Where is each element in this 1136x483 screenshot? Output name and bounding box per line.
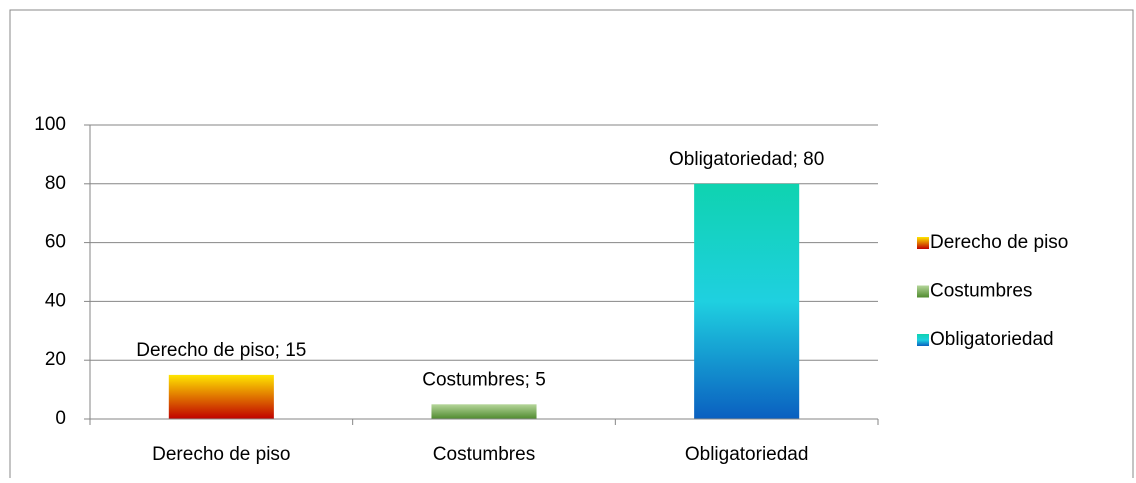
bar: [431, 404, 537, 419]
data-label: Obligatoriedad; 80: [669, 149, 824, 170]
data-label: Derecho de piso; 15: [136, 340, 306, 361]
legend-label: Costumbres: [930, 281, 1032, 302]
y-tick-label: 100: [34, 114, 66, 135]
y-tick-label: 20: [45, 349, 66, 370]
bar: [694, 183, 800, 419]
y-tick-label: 80: [45, 173, 66, 194]
bar: [168, 374, 274, 419]
y-tick-label: 40: [45, 290, 66, 311]
chart-border: [9, 9, 1134, 478]
x-tick-label: Costumbres: [433, 444, 535, 465]
x-tick-label: Derecho de piso: [152, 444, 290, 465]
y-tick-label: 60: [45, 232, 66, 253]
legend-swatch: [917, 237, 929, 249]
legend-swatch: [917, 285, 929, 298]
legend-label: Obligatoriedad: [930, 329, 1054, 350]
y-tick-label: 0: [55, 408, 66, 429]
data-label: Costumbres; 5: [422, 369, 546, 390]
legend-label: Derecho de piso: [930, 232, 1068, 253]
legend-swatch: [917, 334, 929, 346]
x-tick-label: Obligatoriedad: [685, 444, 809, 465]
